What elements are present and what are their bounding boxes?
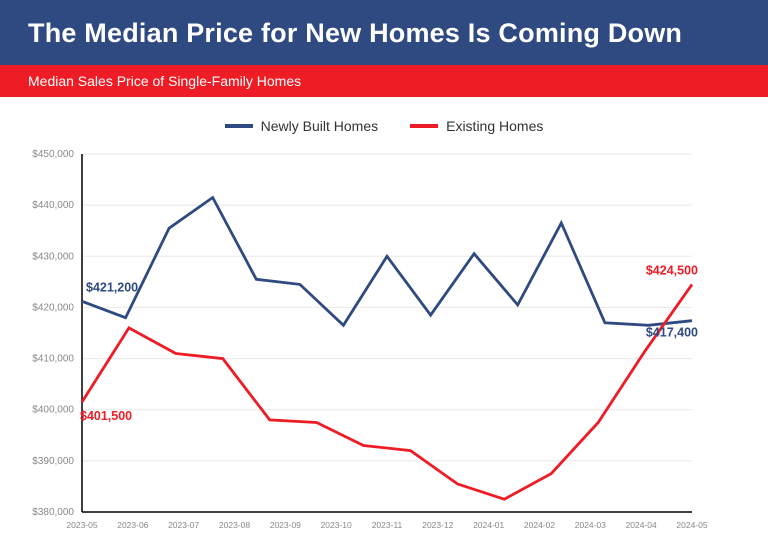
y-tick-label: $420,000 [32, 302, 74, 313]
y-tick-label: $400,000 [32, 405, 74, 416]
chart-area: Newly Built Homes Existing Homes $380,000… [0, 97, 768, 550]
header-bar: The Median Price for New Homes Is Coming… [0, 0, 768, 65]
data-label: $421,200 [86, 280, 138, 294]
x-tick-label: 2023-05 [66, 520, 97, 530]
subheader-text: Median Sales Price of Single-Family Home… [28, 73, 301, 89]
x-tick-label: 2024-05 [676, 520, 707, 530]
x-tick-label: 2024-04 [626, 520, 657, 530]
page-title: The Median Price for New Homes Is Coming… [28, 18, 740, 49]
data-label: $424,500 [646, 263, 698, 277]
y-tick-label: $380,000 [32, 507, 74, 518]
legend: Newly Built Homes Existing Homes [20, 109, 748, 140]
x-tick-label: 2024-02 [524, 520, 555, 530]
legend-swatch [410, 124, 438, 128]
subheader-bar: Median Sales Price of Single-Family Home… [0, 65, 768, 97]
x-tick-label: 2023-09 [270, 520, 301, 530]
y-tick-label: $440,000 [32, 200, 74, 211]
y-tick-label: $390,000 [32, 456, 74, 467]
legend-label: Newly Built Homes [261, 118, 378, 134]
y-tick-label: $450,000 [32, 149, 74, 160]
x-tick-label: 2023-12 [422, 520, 453, 530]
data-label: $401,500 [80, 409, 132, 423]
x-tick-label: 2023-08 [219, 520, 250, 530]
data-label: $417,400 [646, 326, 698, 340]
series-line [82, 198, 692, 326]
legend-item: Newly Built Homes [225, 118, 378, 134]
legend-label: Existing Homes [446, 118, 543, 134]
x-tick-label: 2023-06 [117, 520, 148, 530]
x-tick-label: 2023-11 [372, 520, 403, 530]
y-tick-label: $430,000 [32, 251, 74, 262]
line-chart: $380,000 $390,000 $400,000 $410,000 $420,000… [20, 140, 748, 540]
x-tick-label: 2023-10 [321, 520, 352, 530]
legend-item: Existing Homes [410, 118, 543, 134]
y-tick-label: $410,000 [32, 354, 74, 365]
legend-swatch [225, 124, 253, 128]
x-tick-label: 2024-01 [473, 520, 504, 530]
x-tick-label: 2024-03 [575, 520, 606, 530]
series-line [82, 284, 692, 499]
x-tick-label: 2023-07 [168, 520, 199, 530]
